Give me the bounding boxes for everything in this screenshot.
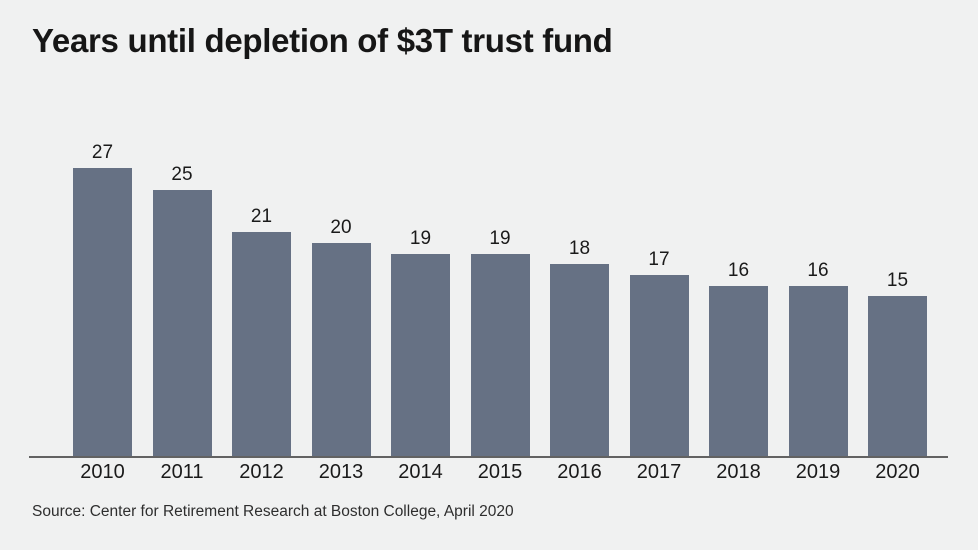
bar-value-label: 20 [330, 217, 352, 238]
bar-value-label: 25 [171, 163, 193, 185]
bar-2016 [550, 264, 609, 456]
bar-2019 [788, 285, 848, 456]
bar-2018 [709, 285, 768, 456]
bar-2014 [391, 253, 450, 456]
bar-year-label: 2017 [636, 461, 682, 483]
bar-year-label: 2014 [398, 461, 443, 483]
bar-value-label: 21 [250, 206, 273, 228]
bar-value-label: 27 [91, 142, 114, 164]
bar-value-label: 19 [489, 227, 511, 249]
bar-value-label: 16 [727, 259, 750, 281]
chart-title: Years until depletion of $3T trust fund [32, 22, 613, 59]
bar-year-label: 2015 [477, 461, 523, 483]
bar-year-label: 2010 [80, 461, 125, 483]
bar-value-label: 17 [648, 248, 670, 270]
bar-2015 [470, 253, 530, 456]
bar-2011 [152, 189, 212, 456]
bar-2013 [311, 243, 371, 456]
bar-year-label: 2016 [557, 461, 602, 483]
source-note: Source: Center for Retirement Research a… [32, 503, 514, 520]
bar-year-label: 2020 [875, 461, 920, 483]
bar-year-label: 2019 [795, 461, 841, 483]
bar-year-label: 2013 [318, 461, 364, 483]
bar-value-label: 15 [886, 270, 909, 292]
bar-value-label: 19 [409, 227, 432, 249]
bar-2010 [73, 168, 132, 456]
bar-2012 [232, 232, 291, 456]
bar-2020 [868, 296, 927, 456]
bar-2017 [629, 274, 689, 456]
bar-value-label: 16 [807, 259, 829, 281]
bar-value-label: 18 [568, 238, 591, 260]
bar-year-label: 2018 [716, 461, 761, 483]
bar-year-label: 2012 [239, 461, 284, 483]
x-axis-line [29, 456, 948, 458]
bar-year-label: 2011 [160, 461, 204, 483]
